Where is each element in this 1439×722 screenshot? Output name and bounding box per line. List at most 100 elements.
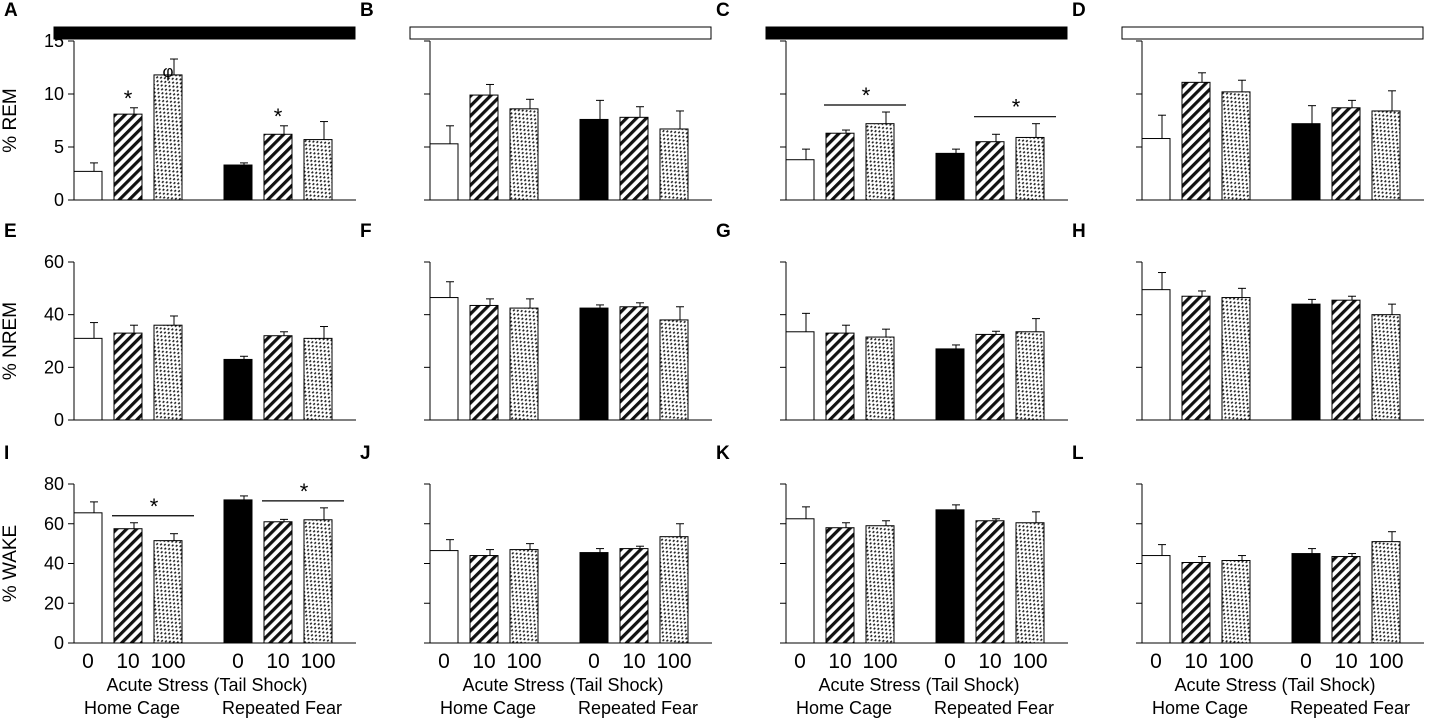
y-tick-label: 0 <box>54 190 64 210</box>
significance-star: * <box>274 104 283 129</box>
bar-2 <box>153 540 183 644</box>
bar-5 <box>659 319 689 421</box>
bar-2 <box>1221 91 1251 201</box>
bar-3 <box>579 118 609 201</box>
y-tick-label: 40 <box>44 554 64 574</box>
y-tick-label: 15 <box>44 31 64 51</box>
bar-3 <box>223 499 253 644</box>
x-tick-label: 100 <box>656 650 691 673</box>
y-tick-label: 20 <box>44 357 64 377</box>
bar-0 <box>785 518 815 644</box>
y-axis-label: % REM <box>0 88 21 152</box>
panel-label: C <box>716 0 730 21</box>
bar-2 <box>509 307 539 421</box>
y-tick-label: 20 <box>44 593 64 613</box>
significance-star: * <box>150 494 159 519</box>
y-tick-label: 60 <box>44 514 64 534</box>
bar-3 <box>1291 553 1321 644</box>
significance-star: * <box>862 83 871 108</box>
bar-5 <box>303 519 333 644</box>
bar-0 <box>1141 289 1171 421</box>
panel-h: H <box>1072 221 1424 421</box>
x-axis-title: Acute Stress (Tail Shock) <box>106 675 307 695</box>
bar-2 <box>1221 560 1251 644</box>
bar-1 <box>113 528 143 644</box>
y-tick-label: 60 <box>44 252 64 272</box>
bar-5 <box>1015 522 1045 644</box>
bar-5 <box>1015 136 1045 201</box>
bar-2 <box>509 108 539 201</box>
panel-label: A <box>4 0 18 21</box>
x-tick-label: 0 <box>232 650 244 673</box>
bar-0 <box>785 331 815 421</box>
x-axis-group-left: Home Cage <box>1152 698 1248 718</box>
panel-b: B <box>360 0 712 201</box>
bar-1 <box>469 94 499 201</box>
x-tick-label: 100 <box>1012 650 1047 673</box>
significance-star: * <box>1012 95 1021 120</box>
panel-label: K <box>716 443 730 464</box>
condition-bar-white <box>1121 26 1424 40</box>
x-axis-group-left: Home Cage <box>796 698 892 718</box>
significance-phi: φ <box>162 62 173 81</box>
x-axis-title: Acute Stress (Tail Shock) <box>462 675 663 695</box>
x-tick-label: 100 <box>300 650 335 673</box>
x-tick-label: 10 <box>266 650 289 673</box>
x-axis-title: Acute Stress (Tail Shock) <box>818 675 1019 695</box>
bar-0 <box>429 143 459 201</box>
x-axis-title: Acute Stress (Tail Shock) <box>1174 675 1375 695</box>
bar-5 <box>1371 110 1401 201</box>
bar-5 <box>1371 314 1401 421</box>
bar-5 <box>1371 541 1401 644</box>
y-tick-label: 0 <box>54 410 64 430</box>
x-tick-label: 10 <box>1334 650 1357 673</box>
bar-0 <box>429 550 459 644</box>
x-axis-group-right: Repeated Fear <box>934 698 1054 718</box>
bar-3 <box>935 152 965 201</box>
significance-star: * <box>124 86 133 111</box>
x-tick-label: 100 <box>1368 650 1403 673</box>
bar-1 <box>825 332 855 421</box>
x-tick-label: 10 <box>472 650 495 673</box>
panel-c: C * * <box>716 0 1068 201</box>
bar-2 <box>153 324 183 421</box>
bar-4 <box>1331 107 1361 201</box>
panel-label: L <box>1072 443 1084 464</box>
bar-3 <box>579 552 609 644</box>
panel-label: J <box>360 443 371 464</box>
x-tick-label: 0 <box>794 650 806 673</box>
x-tick-label: 0 <box>438 650 450 673</box>
bar-2 <box>865 123 895 201</box>
bar-0 <box>1141 555 1171 644</box>
bar-0 <box>1141 138 1171 201</box>
y-tick-label: 0 <box>54 633 64 653</box>
x-tick-label: 10 <box>622 650 645 673</box>
bar-3 <box>1291 123 1321 201</box>
x-tick-label: 0 <box>944 650 956 673</box>
y-tick-label: 80 <box>44 474 64 494</box>
x-tick-label: 100 <box>862 650 897 673</box>
x-tick-label: 0 <box>82 650 94 673</box>
panel-g: G <box>716 221 1068 421</box>
x-tick-label: 100 <box>1218 650 1253 673</box>
y-axis-label: % NREM <box>0 302 21 380</box>
panel-f: F <box>360 221 712 421</box>
bar-2 <box>865 336 895 421</box>
bar-1 <box>469 555 499 644</box>
bar-5 <box>303 139 333 201</box>
bar-1 <box>825 132 855 201</box>
bar-1 <box>469 304 499 421</box>
x-tick-label: 100 <box>506 650 541 673</box>
condition-bar-white <box>409 26 712 40</box>
bar-0 <box>785 159 815 201</box>
bar-2 <box>509 549 539 644</box>
bar-3 <box>579 307 609 421</box>
bar-2 <box>1221 297 1251 421</box>
panel-label: D <box>1072 0 1086 21</box>
bar-5 <box>303 337 333 421</box>
x-tick-label: 0 <box>588 650 600 673</box>
x-tick-label: 10 <box>828 650 851 673</box>
